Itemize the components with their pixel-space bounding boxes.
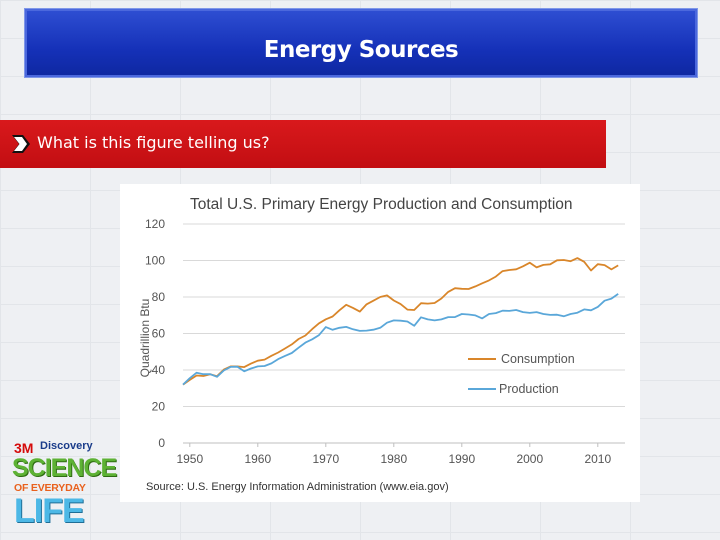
y-ticks: 0 20 40 60 80 100 120	[145, 217, 165, 450]
y-axis-label: Quadrillion Btu	[138, 299, 152, 378]
slide-title: Energy Sources	[263, 37, 459, 63]
x-tick-1990: 1990	[448, 452, 475, 466]
legend: Consumption Production	[468, 352, 575, 396]
science-of-everyday-life-logo: 3M Discovery SCIENCE OF EVERYDAY LIFE	[10, 438, 117, 530]
y-tick-20: 20	[152, 400, 166, 414]
gridlines	[183, 223, 625, 447]
legend-production-label: Production	[499, 382, 559, 396]
question-bar: What is this figure telling us?	[0, 120, 606, 168]
x-tick-1980: 1980	[380, 452, 407, 466]
series-group	[182, 257, 619, 386]
y-tick-80: 80	[152, 290, 166, 304]
y-tick-0: 0	[158, 436, 165, 450]
logo-life-text: LIFE	[14, 492, 85, 530]
x-tick-1960: 1960	[244, 452, 271, 466]
y-tick-100: 100	[145, 254, 165, 268]
legend-consumption-label: Consumption	[501, 352, 575, 366]
series-line-production	[182, 293, 619, 386]
energy-chart: Total U.S. Primary Energy Production and…	[138, 196, 625, 493]
logo-discovery-text: Discovery	[40, 440, 93, 452]
figure-panel: Total U.S. Primary Energy Production and…	[120, 184, 640, 502]
y-tick-120: 120	[145, 217, 165, 231]
chevron-right-icon	[12, 135, 30, 153]
logo-3m-text: 3M	[14, 440, 34, 456]
y-tick-40: 40	[152, 363, 166, 377]
question-text: What is this figure telling us?	[37, 133, 270, 152]
logo-everyday-text: OF EVERYDAY	[14, 482, 86, 494]
x-tick-1970: 1970	[312, 452, 339, 466]
source-note: Source: U.S. Energy Information Administ…	[146, 481, 449, 493]
chart-title: Total U.S. Primary Energy Production and…	[190, 196, 573, 213]
series-line-consumption	[182, 257, 619, 386]
logo-science-text: SCIENCE	[12, 454, 117, 482]
x-tick-2010: 2010	[584, 452, 611, 466]
x-tick-2000: 2000	[516, 452, 543, 466]
title-bar: Energy Sources	[24, 8, 698, 78]
x-tick-1950: 1950	[176, 452, 203, 466]
y-tick-60: 60	[152, 327, 166, 341]
x-ticks: 1950 1960 1970 1980 1990 2000 2010	[176, 452, 611, 466]
